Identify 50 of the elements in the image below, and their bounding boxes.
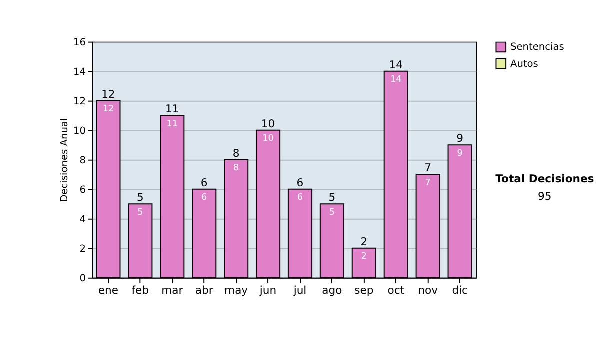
data-label: 12 xyxy=(102,104,114,115)
data-label: 6 xyxy=(202,193,208,204)
total-label: 5 xyxy=(328,191,336,204)
total-label: 5 xyxy=(136,191,144,204)
data-label: 5 xyxy=(138,208,144,218)
x-tick-label: feb xyxy=(132,284,150,298)
data-label: 5 xyxy=(329,208,336,218)
x-tick-label: jul xyxy=(292,284,307,298)
data-label: 11 xyxy=(166,119,178,130)
data-label: 6 xyxy=(297,193,304,204)
y-tick-label: 8 xyxy=(80,155,86,166)
x-tick-label: dic xyxy=(452,284,468,298)
data-label: 8 xyxy=(233,164,240,174)
total-label: 12 xyxy=(102,88,116,101)
x-tick-label: ene xyxy=(98,284,119,298)
total-label: 14 xyxy=(389,58,404,72)
total-label: 9 xyxy=(456,132,464,146)
x-tick-label: mar xyxy=(162,284,184,298)
x-tick-label: oct xyxy=(388,284,405,298)
x-tick-label: ago xyxy=(322,284,343,298)
y-tick-label: 14 xyxy=(74,66,86,78)
x-tick-label: abr xyxy=(195,284,214,298)
total-label: 6 xyxy=(296,176,304,190)
legend-label: Autos xyxy=(510,58,538,70)
x-tick-label: jun xyxy=(258,284,277,298)
total-label: 11 xyxy=(166,102,180,116)
y-tick-label: 10 xyxy=(74,126,86,137)
data-label: 7 xyxy=(425,178,431,188)
y-axis-title: Decisiones Anual xyxy=(60,118,71,202)
data-label: 14 xyxy=(390,75,402,86)
x-tick-label: sep xyxy=(354,284,374,298)
legend-label: Sentencias xyxy=(510,42,564,54)
total-label: 8 xyxy=(232,146,240,160)
data-label: 9 xyxy=(457,148,463,159)
text: Total Decisiones xyxy=(496,172,594,186)
data-label: 10 xyxy=(262,134,274,144)
x-tick-label: nov xyxy=(418,284,439,298)
total-label: 6 xyxy=(200,176,208,190)
y-tick-label: 0 xyxy=(80,273,86,284)
data-label: 2 xyxy=(361,252,367,262)
total-label: 10 xyxy=(261,117,276,130)
text: 95 xyxy=(538,190,552,204)
y-tick-label: 12 xyxy=(74,96,86,108)
y-tick-label: 4 xyxy=(80,214,86,226)
x-tick-label: may xyxy=(224,284,249,298)
y-tick-label: 16 xyxy=(74,37,86,48)
y-tick-label: 2 xyxy=(80,244,86,255)
y-tick-label: 6 xyxy=(80,184,86,196)
total-label: 2 xyxy=(360,235,368,248)
total-label: 7 xyxy=(424,162,432,175)
